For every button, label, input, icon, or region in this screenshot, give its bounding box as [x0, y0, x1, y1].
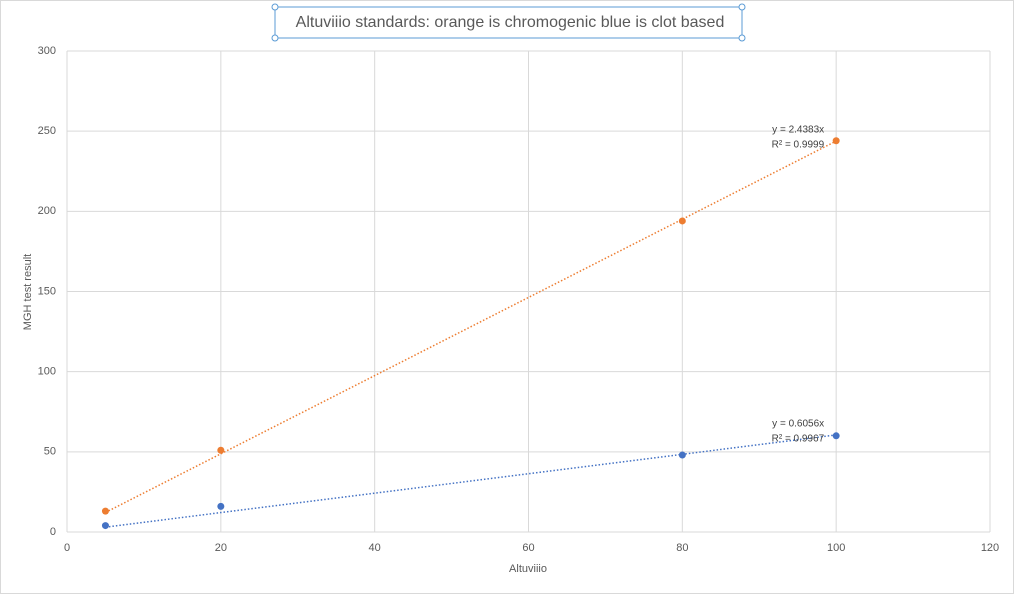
y-tick-label: 50 [44, 446, 56, 458]
point [101, 507, 109, 515]
x-tick-label: 100 [827, 542, 845, 554]
trendline [105, 434, 837, 528]
point [832, 137, 840, 145]
y-tick-label: 200 [38, 205, 56, 217]
point [217, 502, 225, 510]
y-axis-title: MGH test result [22, 254, 34, 330]
y-tick-label: 100 [38, 366, 56, 378]
point [678, 217, 686, 225]
point [101, 522, 109, 530]
title-selection-box [274, 6, 743, 39]
y-tick-label: 250 [38, 125, 56, 137]
x-axis-title: Altuviiio [509, 563, 547, 575]
point [217, 446, 225, 454]
y-tick-label: 0 [50, 526, 56, 538]
trendline-equation: y = 2.4383x [772, 125, 824, 136]
chart-title: Altuviiio standards: orange is chromogen… [296, 14, 725, 31]
y-tick-label: 300 [38, 45, 56, 57]
trendline-equation: y = 0.6056x [772, 419, 824, 430]
x-tick-label: 0 [64, 542, 70, 554]
x-tick-label: 20 [215, 542, 227, 554]
y-tick-label: 150 [38, 285, 56, 297]
point [832, 432, 840, 440]
x-tick-label: 60 [522, 542, 534, 554]
trendline [105, 140, 837, 514]
selection-handles [271, 3, 746, 42]
x-tick-label: 40 [369, 542, 381, 554]
x-tick-label: 120 [981, 542, 999, 554]
trendline-r2: R² = 0.9999 [772, 140, 825, 151]
trendline-r2: R² = 0.9967 [772, 434, 825, 445]
x-tick-label: 80 [676, 542, 688, 554]
point [678, 451, 686, 459]
